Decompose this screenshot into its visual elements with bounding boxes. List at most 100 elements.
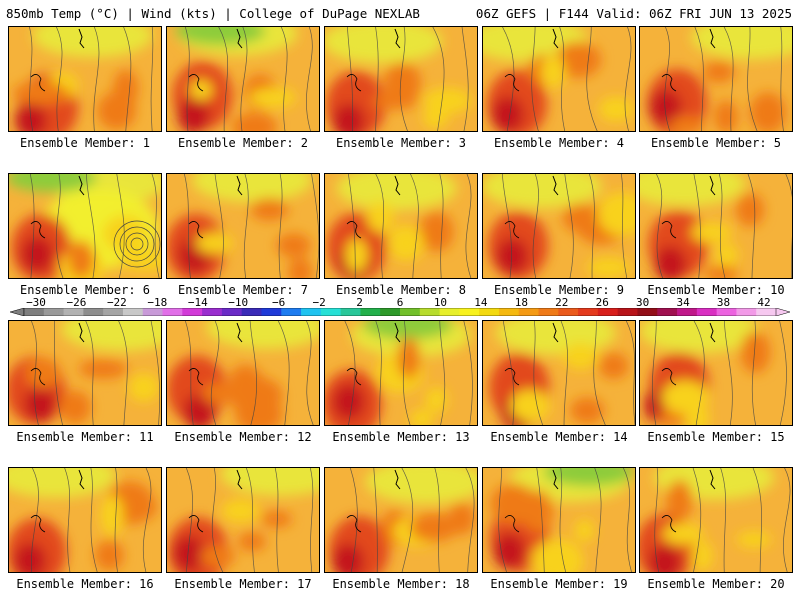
ensemble-map-panel	[324, 467, 478, 573]
colorbar-tick-label: 14	[474, 296, 488, 309]
ensemble-map-panel	[482, 467, 636, 573]
colorbar-segment	[340, 308, 361, 316]
colorbar-segment	[162, 308, 183, 316]
colorbar-tick-label: 38	[716, 296, 731, 309]
ensemble-member-label: Ensemble Member: 8	[335, 283, 467, 297]
ensemble-member-label: Ensemble Member: 15	[647, 430, 785, 444]
temperature-map	[9, 174, 161, 278]
ensemble-member-label: Ensemble Member: 13	[332, 430, 470, 444]
colorbar-segment	[142, 308, 164, 316]
temperature-map	[167, 321, 319, 425]
colorbar-segment	[657, 308, 678, 316]
ensemble-map-panel	[8, 173, 162, 279]
colorbar-tick-label: 22	[555, 296, 569, 309]
colorbar-segment	[182, 308, 203, 316]
colorbar-segment	[24, 308, 45, 316]
colorbar-tick-label: −30	[26, 296, 46, 309]
colorbar-segment	[83, 308, 104, 316]
ensemble-member-label: Ensemble Member: 7	[177, 283, 309, 297]
colorbar-segment	[518, 308, 540, 316]
temperature-map	[9, 321, 161, 425]
temperature-map	[483, 321, 635, 425]
ensemble-member-label: Ensemble Member: 1	[19, 136, 151, 150]
ensemble-member-label: Ensemble Member: 4	[493, 136, 625, 150]
ensemble-member-label: Ensemble Member: 2	[177, 136, 309, 150]
ensemble-map-panel	[482, 173, 636, 279]
colorbar-segment	[637, 308, 658, 316]
colorbar-tick-label: 6	[396, 296, 404, 309]
colorbar-segment	[202, 308, 223, 316]
ensemble-map-panel	[324, 26, 478, 132]
ensemble-map-panel	[482, 26, 636, 132]
colorbar-tick-label: −10	[228, 296, 249, 309]
ensemble-member-label: Ensemble Member: 20	[647, 577, 785, 591]
ensemble-map-panel	[639, 320, 793, 426]
temperature-map	[325, 321, 477, 425]
ensemble-member-label: Ensemble Member: 11	[16, 430, 154, 444]
temperature-map	[483, 174, 635, 278]
ensemble-map-panel	[8, 26, 162, 132]
colorbar-tick-label: 30	[636, 296, 650, 309]
temperature-map	[167, 174, 319, 278]
ensemble-map-panel	[324, 173, 478, 279]
ensemble-member-label: Ensemble Member: 9	[493, 283, 625, 297]
temperature-map	[640, 468, 792, 572]
colorbar-tick-label: −22	[106, 296, 127, 309]
colorbar-segment	[419, 308, 441, 316]
ensemble-map-panel	[166, 467, 320, 573]
colorbar-segment	[400, 308, 421, 316]
colorbar-segment	[538, 308, 559, 316]
colorbar-segment	[380, 308, 401, 316]
colorbar-segment	[103, 308, 124, 316]
colorbar-segment	[301, 308, 322, 316]
ensemble-member-label: Ensemble Member: 12	[174, 430, 312, 444]
temperature-map	[640, 321, 792, 425]
colorbar-tick-label: 42	[757, 296, 771, 309]
colorbar-segment	[122, 308, 144, 316]
ensemble-member-label: Ensemble Member: 16	[16, 577, 154, 591]
colorbar-segment	[617, 308, 638, 316]
colorbar-segment	[696, 308, 718, 316]
colorbar-segment	[261, 308, 282, 316]
ensemble-map-panel	[8, 320, 162, 426]
ensemble-map-panel	[639, 173, 793, 279]
header-valid-time: 06Z GEFS | F144 Valid: 06Z FRI JUN 13 20…	[475, 6, 792, 21]
colorbar-segment	[578, 308, 599, 316]
ensemble-member-label: Ensemble Member: 19	[490, 577, 628, 591]
colorbar-tick-label: 10	[433, 296, 448, 309]
ensemble-map-panel	[639, 26, 793, 132]
ensemble-map-panel	[166, 26, 320, 132]
colorbar-segment	[558, 308, 579, 316]
temperature-map	[167, 27, 319, 131]
colorbar-segment	[63, 308, 84, 316]
temperature-map	[167, 468, 319, 572]
temperature-map	[325, 27, 477, 131]
colorbar-segment	[677, 308, 698, 316]
colorbar-segment	[320, 308, 342, 316]
temperature-map	[483, 468, 635, 572]
colorbar-tick-label: 18	[514, 296, 528, 309]
ensemble-member-label: Ensemble Member: 6	[19, 283, 151, 297]
temperature-map	[640, 27, 792, 131]
temperature-map	[9, 468, 161, 572]
colorbar-tick-label: −6	[272, 296, 286, 309]
colorbar-segment	[439, 308, 460, 316]
colorbar-tick-label: 34	[676, 296, 690, 309]
colorbar-tick-label: −18	[147, 296, 168, 309]
colorbar-tick-label: −26	[66, 296, 87, 309]
colorbar-segment	[459, 308, 480, 316]
temperature-map	[325, 468, 477, 572]
colorbar-tick-label: −2	[312, 296, 326, 309]
colorbar-tick-label: 2	[356, 296, 363, 309]
colorbar-segment	[43, 308, 65, 316]
colorbar-segment	[716, 308, 737, 316]
colorbar-segment	[498, 308, 520, 316]
colorbar-tick-label: 26	[595, 296, 609, 309]
temperature-colorbar: −30 −26 −22 −18 −14 −10 −6 −2 2 6 10 14 18 22 26 30 34 38…	[10, 296, 790, 320]
colorbar-segment	[756, 308, 777, 316]
ensemble-member-label: Ensemble Member: 3	[335, 136, 467, 150]
temperature-map	[640, 174, 792, 278]
colorbar-segment	[479, 308, 500, 316]
ensemble-member-label: Ensemble Member: 17	[174, 577, 312, 591]
ensemble-map-panel	[324, 320, 478, 426]
